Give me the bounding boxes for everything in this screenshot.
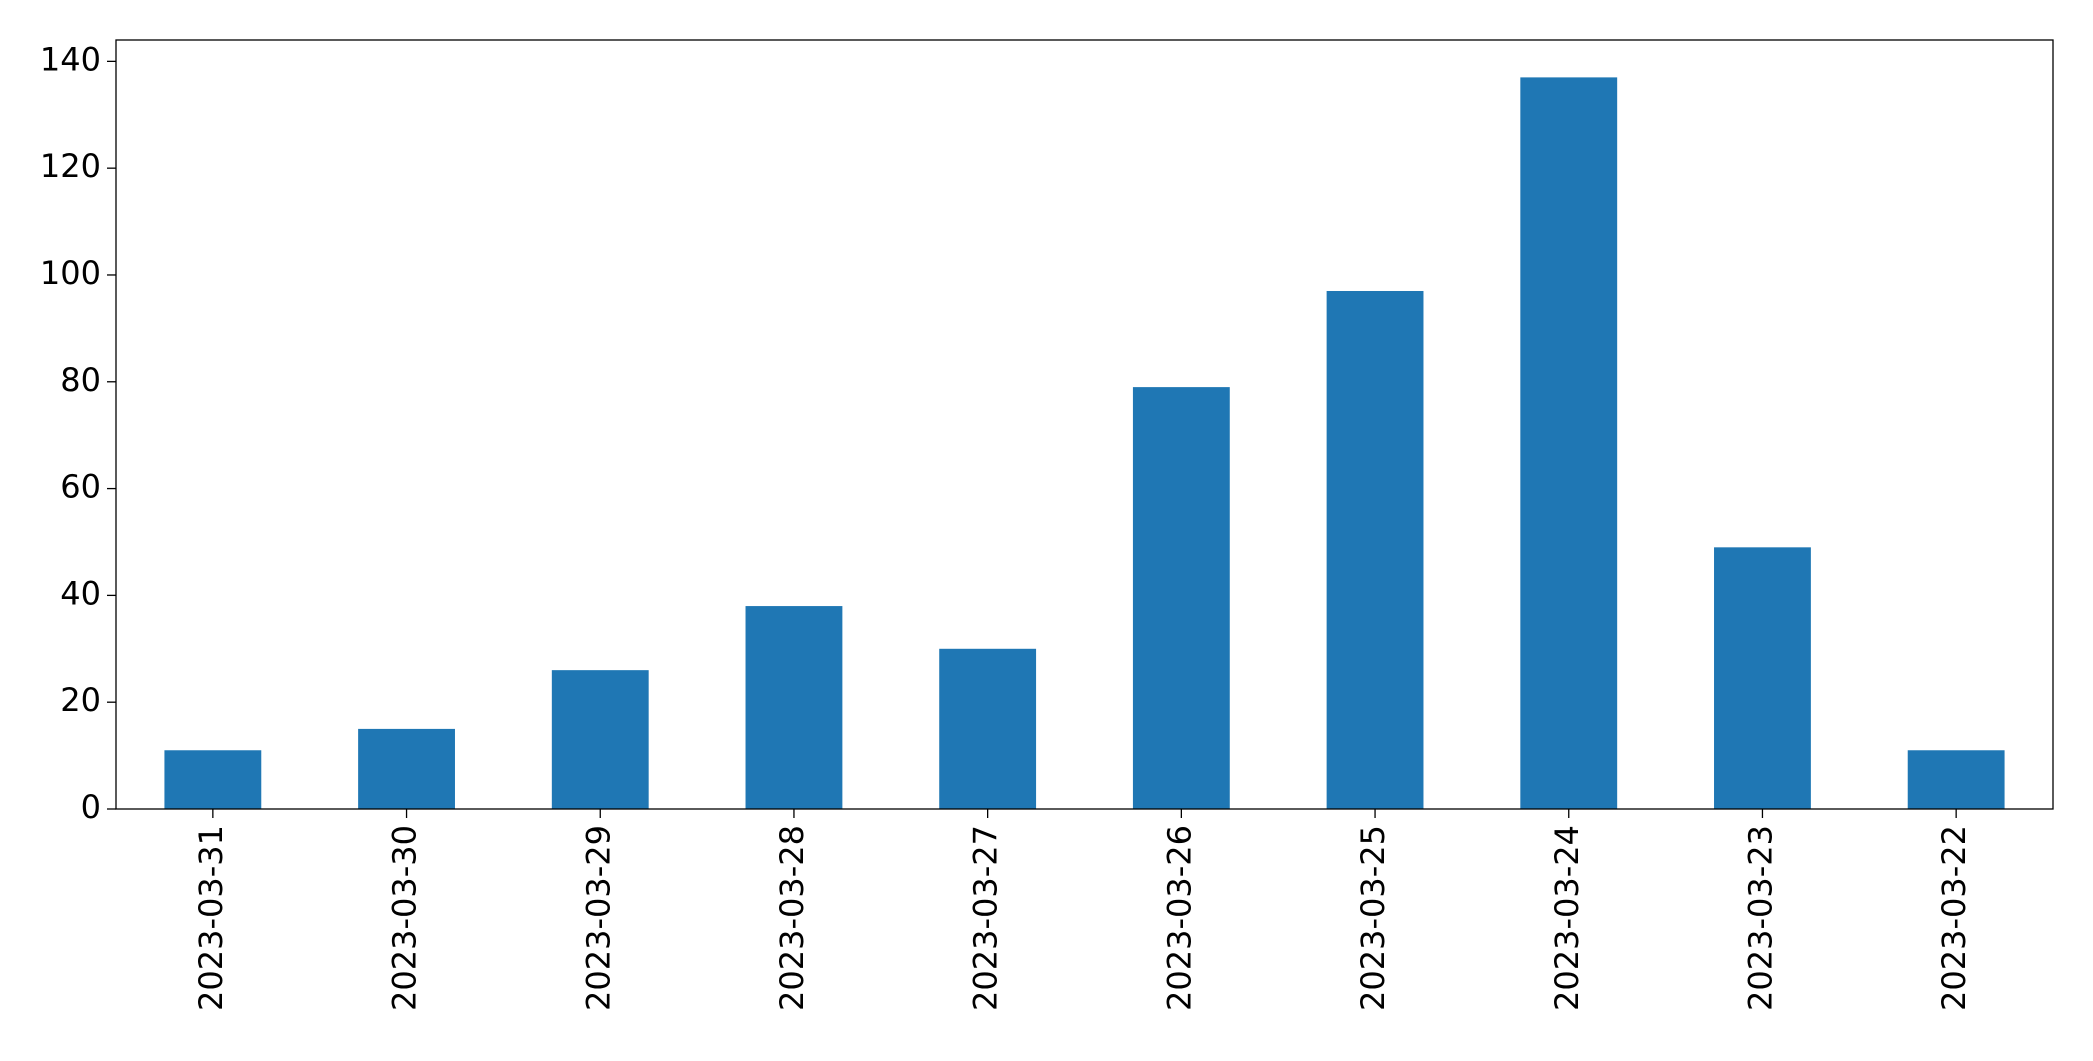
bar — [1714, 547, 1811, 809]
y-tick-label: 60 — [60, 468, 101, 506]
y-tick-label: 40 — [60, 574, 101, 612]
bar — [1907, 750, 2005, 809]
y-tick-label: 20 — [60, 681, 101, 719]
y-tick-label: 0 — [81, 788, 101, 826]
bar — [358, 728, 455, 809]
y-tick-label: 140 — [40, 40, 101, 78]
x-tick-label: 2023-03-31 — [192, 825, 230, 1011]
x-tick-label: 2023-03-26 — [1160, 825, 1198, 1011]
bar — [1326, 290, 1424, 809]
x-tick-label: 2023-03-30 — [386, 825, 424, 1011]
x-tick-label: 2023-03-22 — [1935, 825, 1973, 1011]
bar — [164, 750, 262, 809]
bar — [551, 670, 649, 809]
x-tick-label: 2023-03-27 — [967, 825, 1005, 1011]
bar — [1520, 77, 1618, 809]
x-tick-label: 2023-03-24 — [1548, 825, 1586, 1011]
x-tick-label: 2023-03-28 — [773, 825, 811, 1011]
bar — [939, 648, 1037, 809]
x-tick-label: 2023-03-25 — [1354, 825, 1392, 1011]
x-tick-label: 2023-03-29 — [579, 825, 617, 1011]
bar — [1132, 387, 1230, 809]
y-tick-label: 80 — [60, 361, 101, 399]
plot-frame — [115, 39, 2054, 810]
y-tick-label: 100 — [40, 254, 101, 292]
y-tick-label: 120 — [40, 147, 101, 185]
bar — [745, 606, 843, 809]
x-tick-label: 2023-03-23 — [1741, 825, 1779, 1011]
